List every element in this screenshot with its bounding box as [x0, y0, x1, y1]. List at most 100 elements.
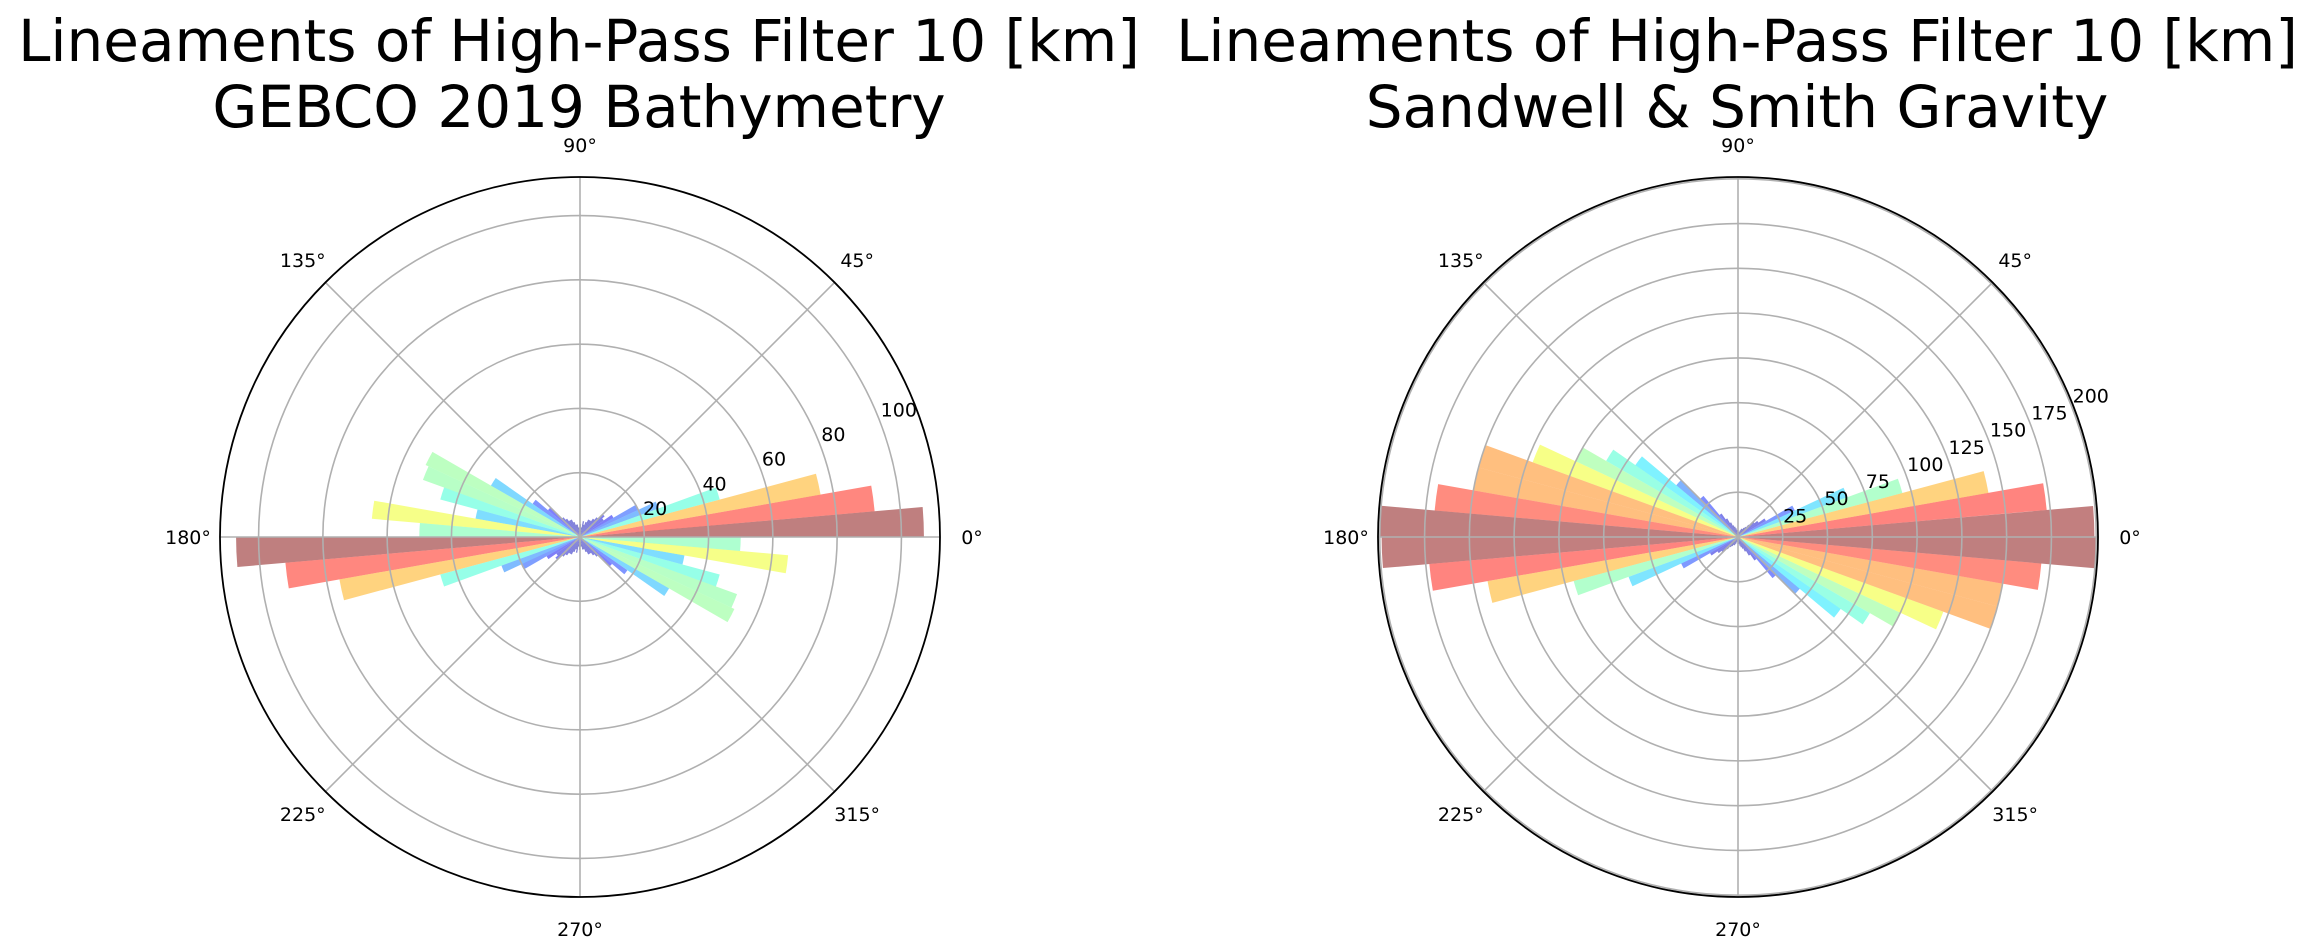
radial-tick-label: 100	[1907, 454, 1943, 476]
polar-frame	[219, 176, 941, 898]
rose-bar	[573, 521, 580, 537]
rose-bar	[532, 499, 580, 537]
rose-bar	[1676, 480, 1738, 537]
rose-bar	[1738, 537, 2003, 607]
rose-bar	[1738, 537, 1944, 630]
rose-bar	[475, 509, 580, 537]
rose-bar	[425, 451, 580, 537]
theta-tick-label: 135°	[280, 250, 326, 272]
rose-bar	[1738, 537, 1757, 561]
rose-bar	[1738, 528, 1742, 537]
rose-bar	[580, 520, 592, 537]
rose-bar	[1738, 537, 1800, 594]
rose-bar	[580, 519, 590, 537]
rose-bar	[1738, 483, 2047, 537]
rose-bar	[490, 478, 580, 537]
theta-tick-label: 225°	[280, 804, 326, 826]
rose-bar	[339, 537, 580, 601]
rose-bar	[568, 520, 580, 537]
chart-panel-right: Lineaments of High-Pass Filter 10 [km] S…	[1158, 0, 2316, 951]
rose-bar	[580, 537, 741, 552]
angular-gridline	[579, 536, 836, 793]
rose-bar	[576, 524, 580, 537]
rose-bar	[580, 504, 639, 537]
rose-bar	[1738, 518, 1766, 537]
rose-bar	[1729, 522, 1738, 537]
angular-gridline	[579, 281, 836, 538]
rose-bar	[580, 524, 585, 537]
rose-bar	[580, 537, 628, 575]
rose-bar	[580, 537, 670, 596]
radial-tick-label: 125	[1949, 437, 1985, 459]
polar-frame	[1377, 176, 2099, 898]
angular-gridline	[1482, 536, 1739, 793]
rose-bar	[419, 522, 580, 537]
rose-bar	[580, 537, 590, 555]
rose-bar	[580, 507, 924, 537]
theta-tick-label: 180°	[165, 527, 211, 549]
radial-tick-label: 100	[881, 399, 917, 421]
rose-bar	[1473, 467, 1738, 537]
polar-chart-bathymetry: 0° 45° 90° 135° 180° 225° 270° 315° 20 40 60 80 100	[165, 135, 983, 941]
theta-tick-label: 90°	[1721, 135, 1755, 157]
chart-panel-left: Lineaments of High-Pass Filter 10 [km] G…	[18, 8, 1140, 941]
chart-title-line1: Lineaments of High-Pass Filter 10 [km]	[1176, 7, 2298, 75]
rose-bar	[580, 518, 604, 537]
rose-bar	[1738, 537, 1744, 549]
rose-bar	[1487, 537, 1738, 603]
radial-tick-label: 40	[702, 473, 726, 495]
rose-bar	[1725, 518, 1738, 537]
rose-bar	[570, 537, 580, 555]
rose-bar	[1738, 537, 1751, 556]
theta-tick-label: 270°	[1715, 919, 1761, 941]
rose-bar	[580, 537, 584, 550]
rose-bar	[440, 537, 580, 587]
rose-bar	[580, 521, 587, 537]
theta-tick-label: 45°	[1998, 250, 2032, 272]
radial-tick-label: 200	[2073, 385, 2109, 407]
rose-bar	[1734, 526, 1738, 537]
polar-chart-gravity: 0° 45° 90° 135° 180° 225° 270° 315° 25 50 75 100 125…	[1323, 135, 2141, 941]
rose-bar	[580, 537, 720, 587]
radial-tick-label: 25	[1783, 505, 1807, 527]
rose-bar	[1738, 537, 1901, 627]
rose-bar	[1738, 537, 1742, 548]
theta-tick-label: 225°	[1438, 804, 1484, 826]
rose-bar	[1738, 537, 1747, 552]
radial-tick-label: 75	[1866, 471, 1890, 493]
angular-gridline	[1737, 536, 1994, 793]
rose-bar	[556, 537, 580, 556]
radial-tick-label: 150	[1990, 420, 2026, 442]
rose-bar	[1738, 537, 1870, 625]
rose-bar	[371, 500, 580, 537]
rose-bar	[521, 537, 580, 570]
rose-bar	[570, 519, 580, 537]
rose-bar	[1429, 537, 1738, 591]
angular-gridline	[324, 281, 581, 538]
rose-bar	[580, 537, 685, 565]
rose-bar	[580, 537, 585, 550]
rose-bar	[573, 537, 580, 553]
rose-bar	[1606, 449, 1738, 537]
rose-bar	[1719, 513, 1738, 537]
rose-bar	[1738, 537, 2042, 590]
rose-bar	[440, 487, 580, 537]
rose-bar	[1738, 537, 1998, 629]
rose-bar	[1738, 478, 1903, 537]
rose-bar	[580, 537, 587, 553]
rose-bar	[1732, 525, 1738, 537]
rose-bar	[1573, 537, 1738, 596]
theta-tick-label: 90°	[563, 135, 597, 157]
rose-bar	[575, 537, 580, 550]
theta-tick-label: 45°	[840, 250, 874, 272]
rose-bar	[1635, 456, 1738, 537]
rose-bar	[580, 487, 720, 537]
rose-bar	[1532, 444, 1738, 537]
theta-tick-label: 0°	[2119, 527, 2141, 549]
rose-bar	[580, 485, 875, 537]
radial-tick-label: 60	[762, 449, 786, 471]
theta-tick-label: 315°	[834, 804, 880, 826]
rose-bar	[575, 524, 580, 537]
rose-bar	[568, 537, 580, 554]
angular-gridline	[324, 536, 581, 793]
